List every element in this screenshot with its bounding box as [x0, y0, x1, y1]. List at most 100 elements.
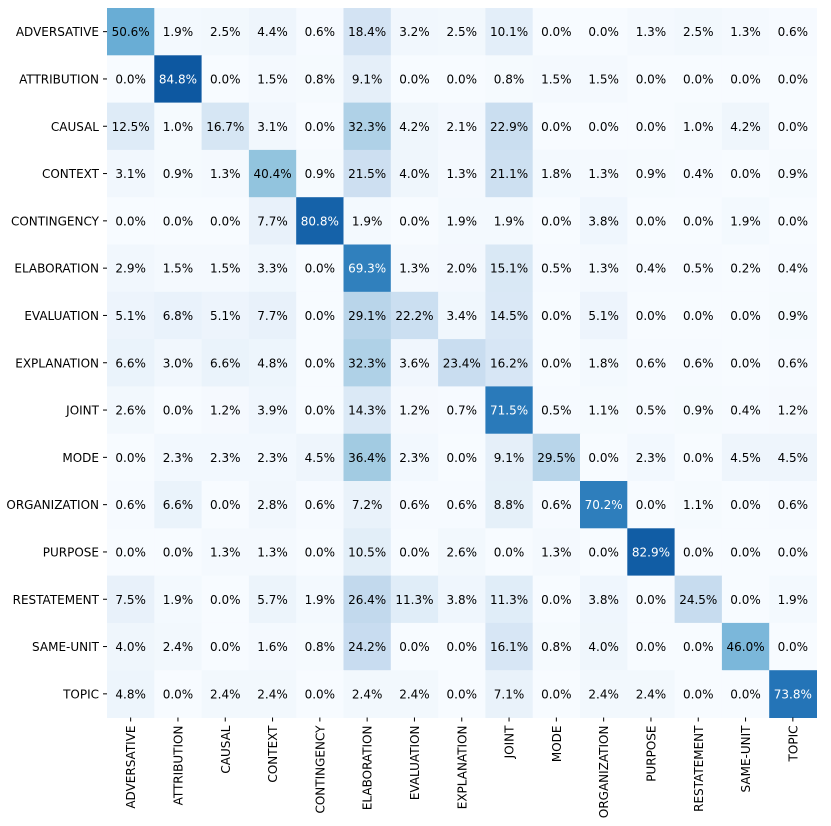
x-tick-label-restatement: RESTATEMENT — [692, 725, 706, 812]
cell-value-label: 0.7% — [447, 404, 478, 418]
cell-value-label: 3.1% — [115, 167, 146, 181]
x-tick-label-purpose: PURPOSE — [644, 726, 658, 782]
y-tick-label-joint: JOINT — [65, 404, 100, 418]
x-tick-label-organization: ORGANIZATION — [597, 726, 611, 819]
cell-causal-organization — [580, 102, 628, 151]
cell-context-joint — [485, 149, 534, 198]
cell-value-label: 0.0% — [636, 593, 667, 607]
cell-value-label: 2.4% — [257, 687, 288, 701]
cell-topic-purpose — [627, 670, 676, 718]
cell-joint-elaboration — [343, 386, 392, 435]
cell-same-unit-organization — [580, 622, 628, 671]
cell-context-explanation — [438, 149, 486, 198]
cell-value-label: 16.7% — [206, 120, 244, 134]
cell-value-label: 0.0% — [588, 451, 619, 465]
cell-context-mode — [532, 149, 581, 198]
cell-mode-explanation — [438, 433, 486, 482]
cell-adversative-organization — [580, 8, 628, 56]
cell-value-label: 0.0% — [399, 545, 430, 559]
heatmap-cell-labels: 50.6% 1.9% 2.5% 4.4% 0.6% 18.4% 3.2% 2.5% 10.1% 0… — [112, 25, 812, 701]
cell-value-label: 0.6% — [447, 498, 478, 512]
cell-value-label: 0.0% — [494, 545, 525, 559]
cell-organization-explanation — [438, 481, 486, 529]
cell-mode-purpose — [627, 433, 676, 482]
cell-value-label: 2.4% — [399, 687, 430, 701]
cell-value-label: 0.0% — [447, 687, 478, 701]
cell-same-unit-elaboration — [343, 622, 392, 671]
cell-adversative-explanation — [438, 8, 486, 56]
cell-value-label: 18.4% — [348, 25, 386, 39]
cell-elaboration-organization — [580, 244, 628, 293]
cell-value-label: 4.0% — [588, 640, 619, 654]
cell-value-label: 70.2% — [585, 498, 623, 512]
cell-value-label: 0.0% — [305, 545, 336, 559]
cell-value-label: 5.1% — [588, 309, 619, 323]
cell-value-label: 0.0% — [210, 498, 241, 512]
cell-value-label: 0.0% — [305, 687, 336, 701]
cell-adversative-purpose — [627, 8, 676, 56]
cell-value-label: 0.0% — [305, 404, 336, 418]
y-tick-label-mode: MODE — [62, 451, 99, 465]
cell-value-label: 0.0% — [541, 593, 572, 607]
cell-evaluation-context — [248, 291, 297, 340]
cell-value-label: 0.4% — [730, 404, 761, 418]
cell-mode-organization — [580, 433, 628, 482]
cell-value-label: 0.0% — [683, 640, 714, 654]
cell-adversative-context — [248, 8, 297, 56]
cell-value-label: 0.0% — [210, 214, 241, 228]
cell-value-label: 3.9% — [257, 404, 288, 418]
cell-joint-mode — [532, 386, 581, 435]
cell-same-unit-attribution — [154, 622, 203, 671]
cell-value-label: 2.4% — [210, 687, 241, 701]
cell-contingency-joint — [485, 197, 534, 245]
cell-attribution-context — [248, 55, 297, 104]
cell-context-purpose — [627, 149, 676, 198]
cell-topic-mode — [532, 670, 581, 718]
cell-elaboration-restatement — [674, 244, 723, 293]
cell-contingency-purpose — [627, 197, 676, 245]
cell-value-label: 2.6% — [115, 404, 146, 418]
cell-evaluation-topic — [769, 291, 817, 340]
cell-value-label: 2.3% — [257, 451, 288, 465]
cell-value-label: 80.8% — [301, 214, 339, 228]
cell-value-label: 22.9% — [490, 120, 528, 134]
cell-joint-explanation — [438, 386, 486, 435]
cell-value-label: 1.3% — [636, 25, 667, 39]
cell-value-label: 0.0% — [636, 72, 667, 86]
cell-evaluation-organization — [580, 291, 628, 340]
cell-value-label: 1.1% — [588, 404, 619, 418]
cell-context-contingency — [296, 149, 344, 198]
cell-value-label: 50.6% — [112, 25, 150, 39]
cell-value-label: 6.8% — [163, 309, 194, 323]
cell-value-label: 1.6% — [257, 640, 288, 654]
cell-value-label: 3.1% — [257, 120, 288, 134]
cell-value-label: 0.0% — [399, 72, 430, 86]
cell-value-label: 4.5% — [778, 451, 809, 465]
cell-value-label: 4.4% — [257, 25, 288, 39]
cell-organization-topic — [769, 481, 817, 529]
cell-context-organization — [580, 149, 628, 198]
cell-context-topic — [769, 149, 817, 198]
y-tick-label-topic: TOPIC — [62, 687, 99, 701]
cell-explanation-evaluation — [390, 339, 439, 387]
cell-value-label: 1.9% — [352, 214, 383, 228]
cell-evaluation-contingency — [296, 291, 344, 340]
cell-value-label: 5.7% — [257, 593, 288, 607]
cell-joint-context — [248, 386, 297, 435]
heatmap-cells — [107, 8, 817, 718]
cell-organization-same-unit — [721, 481, 770, 529]
cell-topic-same-unit — [721, 670, 770, 718]
cell-restatement-explanation — [438, 575, 486, 624]
cell-topic-causal — [201, 670, 250, 718]
cell-adversative-topic — [769, 8, 817, 56]
cell-value-label: 1.9% — [778, 593, 809, 607]
cell-value-label: 0.0% — [210, 593, 241, 607]
cell-topic-joint — [485, 670, 534, 718]
cell-value-label: 5.1% — [210, 309, 241, 323]
cell-attribution-attribution — [154, 55, 203, 104]
cell-value-label: 2.8% — [257, 498, 288, 512]
cell-mode-restatement — [674, 433, 723, 482]
cell-value-label: 0.0% — [305, 356, 336, 370]
cell-value-label: 1.0% — [683, 120, 714, 134]
cell-value-label: 24.5% — [679, 593, 717, 607]
